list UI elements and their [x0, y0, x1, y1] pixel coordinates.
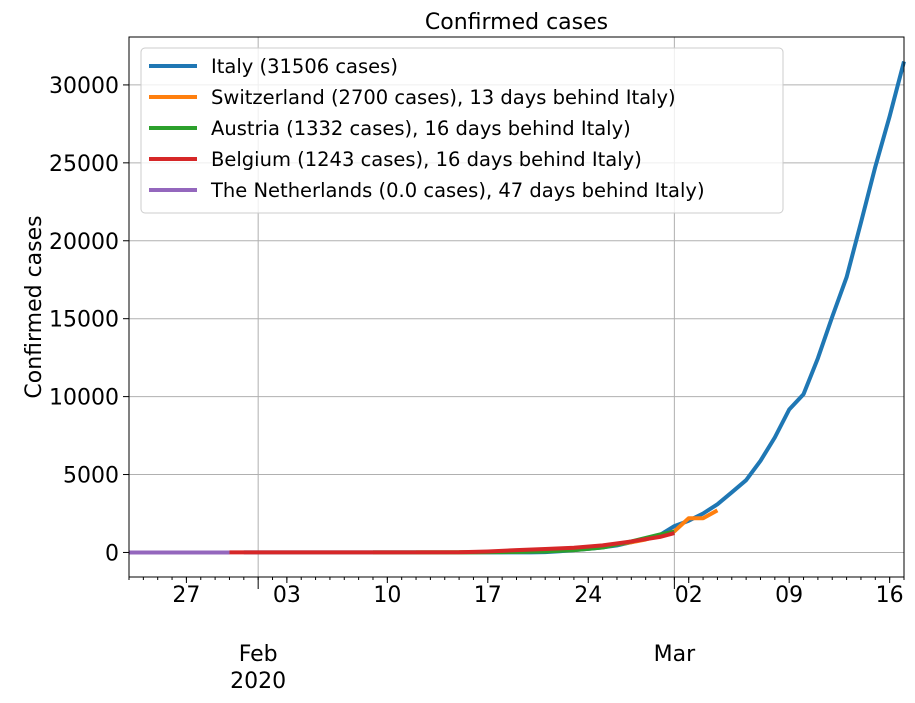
series-line: [229, 531, 675, 555]
x-tick-label: 16: [876, 583, 904, 608]
legend-entry: Belgium (1243 cases), 16 days behind Ita…: [211, 148, 642, 171]
y-tick-label: 5000: [63, 464, 119, 489]
series-lines: [129, 60, 906, 555]
y-tick-label: 30000: [49, 74, 119, 99]
x-month-label: Mar: [654, 642, 696, 667]
y-tick-label: 25000: [49, 152, 119, 177]
x-tick-label: 24: [574, 583, 602, 608]
x-tick-label: 10: [373, 583, 401, 608]
chart-title: Confirmed cases: [425, 10, 608, 35]
y-axis-label: Confirmed cases: [22, 215, 47, 398]
legend-entry: Switzerland (2700 cases), 13 days behind…: [211, 86, 676, 109]
x-month-label: 2020: [230, 669, 286, 694]
legend: Italy (31506 cases) Switzerland (2700 cas…: [140, 47, 784, 214]
y-axis: 0 5000 10000 15000 20000 25000 30000: [49, 74, 129, 566]
x-tick-label: 09: [775, 583, 803, 608]
x-tick-label: 27: [172, 583, 200, 608]
legend-entry: The Netherlands (0.0 cases), 47 days beh…: [210, 179, 705, 202]
legend-entry: Italy (31506 cases): [211, 55, 398, 78]
y-tick-label: 20000: [49, 230, 119, 255]
legend-entry: Austria (1332 cases), 16 days behind Ita…: [211, 117, 631, 140]
x-tick-label: 03: [273, 583, 301, 608]
x-month-label: Feb: [239, 642, 278, 667]
x-tick-label: 02: [675, 583, 703, 608]
x-tick-label: 17: [474, 583, 502, 608]
legend-box: [140, 47, 784, 214]
y-tick-label: 0: [105, 541, 119, 566]
y-tick-label: 15000: [49, 308, 119, 333]
y-tick-label: 10000: [49, 386, 119, 411]
